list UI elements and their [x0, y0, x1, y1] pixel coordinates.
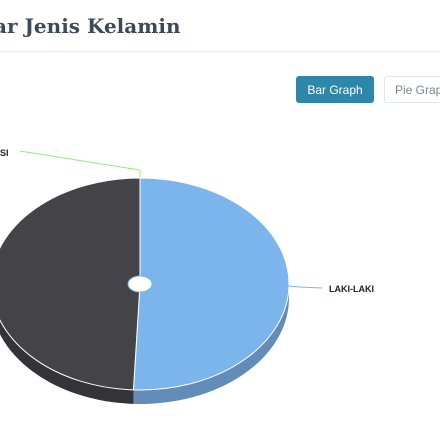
- pie-slice-laki-laki-side: [133, 284, 289, 404]
- pie-graph-tab[interactable]: Pie Graph: [384, 76, 440, 103]
- panel-header: ar Jenis Kelamin: [0, 0, 440, 52]
- pie-slice-perempuan-side: [0, 320, 134, 404]
- connector-laki-laki: [287, 285, 323, 289]
- pie-center-marker: [127, 275, 153, 293]
- bar-graph-tab[interactable]: Bar Graph: [296, 76, 374, 103]
- pie-slice-laki-laki[interactable]: [132, 177, 290, 391]
- connector-perempuan: [19, 150, 141, 178]
- slice-label-laki-laki: LAKI-LAKI: [329, 284, 374, 294]
- panel-title: ar Jenis Kelamin: [0, 14, 181, 38]
- slice-label-perempuan: SI: [0, 148, 9, 158]
- pie-slice-perempuan[interactable]: [0, 177, 141, 391]
